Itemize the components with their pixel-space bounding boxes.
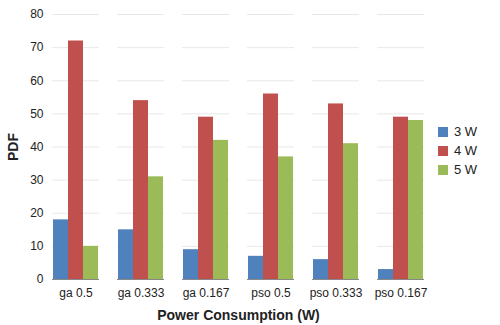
html-text:5 W: 5 W [454,162,478,177]
svg-text:pso 0.167: pso 0.167 [375,286,428,300]
svg-text:ga 0.333: ga 0.333 [118,286,165,300]
svg-text:20: 20 [30,206,44,220]
svg-text:70: 70 [30,40,44,54]
svg-text:40: 40 [30,140,44,154]
html-text:3 W: 3 W [454,124,478,139]
svg-text:30: 30 [30,173,44,187]
svg-text:ga 0.167: ga 0.167 [183,286,230,300]
svg-text:pso 0.5: pso 0.5 [251,286,291,300]
svg-text:Power Consumption (W): Power Consumption (W) [157,307,320,323]
svg-text:0: 0 [37,272,44,286]
svg-text:60: 60 [30,74,44,88]
svg-text:ga 0.5: ga 0.5 [59,286,93,300]
svg-text:pso 0.333: pso 0.333 [310,286,363,300]
svg-text:80: 80 [30,7,44,21]
svg-text:50: 50 [30,107,44,121]
svg-text:PDF: PDF [5,133,21,161]
html-text:4 W: 4 W [454,143,478,158]
svg-text:10: 10 [30,239,44,253]
